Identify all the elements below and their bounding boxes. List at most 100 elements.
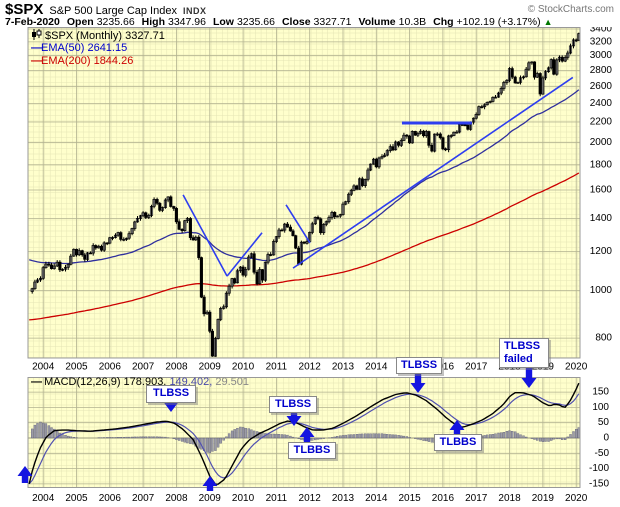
axis-label: 50: [598, 417, 610, 428]
axis-label: 2012: [299, 493, 322, 504]
quote-label-low: Low: [212, 16, 234, 28]
annotation-arrows: [17, 368, 537, 491]
trendline: [226, 232, 263, 277]
up-triangle-icon: ▲: [543, 17, 553, 27]
annotation-tlbss-failed: TLBSS failed: [499, 338, 549, 368]
axis-label: 2013: [332, 493, 355, 504]
axis-label: 2005: [65, 362, 88, 373]
exchange-label: INDX: [182, 6, 207, 16]
axis-label: 2013: [332, 362, 355, 373]
main-panel: [28, 27, 580, 358]
axis-label: 2007: [132, 493, 155, 504]
quote-label-volume: Volume: [358, 16, 396, 28]
candles-layer: [30, 32, 580, 357]
axis-label: 100: [592, 402, 609, 413]
axis-label: 2004: [32, 362, 55, 373]
axis-label: -100: [589, 463, 609, 474]
ema200-swatch: —: [31, 55, 42, 67]
macd-label: MACD(12,26,9): [44, 376, 121, 388]
axis-label: 3000: [590, 50, 613, 61]
axis-label: 2007: [132, 362, 155, 373]
axis-label: -50: [595, 448, 610, 459]
up-arrow-icon: [202, 476, 218, 491]
axis-label: 2016: [432, 362, 455, 373]
quote-value-low: 3235.66: [236, 16, 275, 28]
axis-label: 2011: [266, 362, 288, 373]
trendline: [182, 194, 228, 277]
copyright: © StockCharts.com: [527, 4, 614, 15]
axis-label: 2800: [590, 65, 613, 76]
axis-label: 2009: [199, 362, 222, 373]
axis-label: 2009: [199, 493, 222, 504]
quote-value-volume: 10.3B: [398, 16, 427, 28]
axis-label: 1600: [590, 184, 613, 195]
axis-label: 0: [603, 433, 609, 444]
annotation-tlbss: TLBSS: [146, 385, 196, 403]
annotation-tlbss: TLBSS: [396, 357, 442, 374]
axis-label: 2012: [299, 362, 322, 373]
axis-label: 2010: [232, 493, 255, 504]
trendline: [285, 204, 311, 244]
axis-labels: 2004 2004 2005 2005 2006 2006 2007 2007 2008 2008…: [32, 27, 612, 504]
ticker-symbol: $SPX: [5, 1, 44, 18]
quote-label-close: Close: [281, 16, 311, 28]
axis-label: 2015: [398, 493, 421, 504]
quote-label-open: Open: [66, 16, 94, 28]
axis-label: 2017: [465, 493, 488, 504]
chart-header: $SPX S&P 500 Large Cap Index INDX: [5, 1, 207, 19]
axis-label: 2600: [590, 81, 613, 92]
index-name: S&P 500 Large Cap Index: [49, 5, 177, 17]
up-arrow-icon: [449, 420, 465, 434]
macd-swatch: —: [31, 376, 42, 388]
macd-hist-value: 29.501: [215, 376, 249, 388]
axis-label: 2019: [532, 493, 555, 504]
down-arrow-icon: [286, 413, 302, 426]
axis-label: 2006: [99, 362, 122, 373]
quote-label-chg: Chg: [433, 16, 454, 28]
candle-wicks: [31, 32, 580, 357]
up-arrow-icon: [299, 427, 315, 442]
ema200-label: EMA(200) 1844.26: [41, 55, 134, 67]
axis-label: 2020: [565, 362, 588, 373]
axis-label: 800: [595, 333, 612, 344]
ema50-line: [29, 89, 580, 265]
quote-value-chg: +102.19 (+3.17%): [456, 16, 541, 28]
axis-label: 1200: [590, 246, 613, 257]
ema-lines: [29, 89, 580, 321]
axis-label: 2014: [365, 493, 388, 504]
quote-bar: 7-Feb-2020 Open 3235.66 High 3347.96 Low 3235.…: [5, 16, 553, 28]
down-arrow-icon: [410, 374, 426, 393]
ema50-legend: —EMA(50) 2641.15: [31, 42, 127, 54]
axis-label: 2014: [365, 362, 388, 373]
trendlines-layer: [182, 76, 574, 277]
main-series-label: $SPX (Monthly) 3327.71: [45, 30, 165, 42]
quote-label-high: High: [141, 16, 165, 28]
axis-label: 2011: [266, 493, 288, 504]
quote-date: 7-Feb-2020: [5, 16, 60, 28]
annotation-tlbbs: TLBBS: [288, 442, 336, 459]
axis-label: -150: [589, 478, 609, 489]
ema200-line: [29, 172, 580, 321]
axis-label: 150: [592, 387, 609, 398]
down-arrow-icon: [163, 402, 179, 412]
panel-borders: [27, 27, 581, 488]
macd-line: [28, 382, 580, 485]
quote-value-open: 3235.66: [96, 16, 135, 28]
axis-label: 2004: [32, 493, 55, 504]
axis-label: 3200: [590, 36, 613, 47]
axis-label: 2008: [165, 493, 188, 504]
ema200-legend: —EMA(200) 1844.26: [31, 55, 133, 67]
up-arrow-icon: [17, 466, 33, 483]
axis-label: 2020: [565, 493, 588, 504]
macd-lines: [28, 382, 580, 485]
trendline: [292, 76, 574, 269]
axis-label: 2017: [465, 362, 488, 373]
axis-label: 2018: [498, 493, 521, 504]
ema50-swatch: —: [31, 42, 42, 54]
axis-label: 1000: [590, 285, 613, 296]
axis-label: 2200: [590, 116, 613, 127]
axis-label: 2016: [432, 493, 455, 504]
axis-label: 1800: [590, 159, 613, 170]
macd-legend: — MACD(12,26,9) 178.903, 149.402, 29.501: [31, 376, 249, 388]
